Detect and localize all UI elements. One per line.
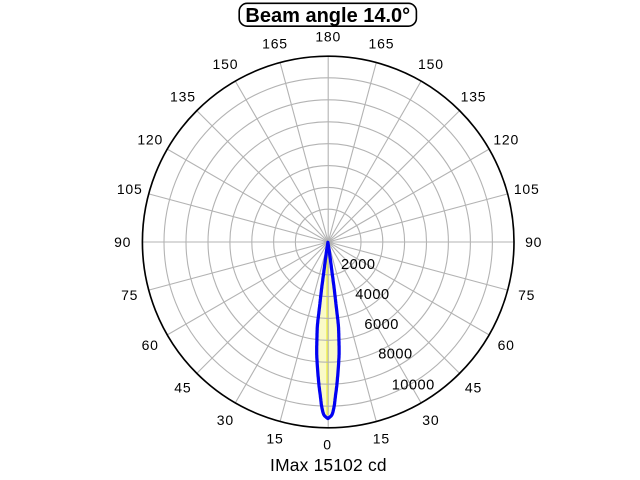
svg-text:105: 105 (117, 181, 143, 197)
svg-text:75: 75 (518, 287, 535, 303)
svg-text:150: 150 (418, 56, 444, 72)
svg-text:60: 60 (142, 337, 159, 353)
svg-text:90: 90 (114, 234, 131, 250)
svg-text:30: 30 (217, 412, 234, 428)
svg-text:135: 135 (170, 89, 196, 105)
svg-text:10000: 10000 (392, 377, 435, 393)
svg-text:4000: 4000 (355, 287, 389, 303)
svg-text:120: 120 (137, 131, 163, 147)
svg-text:15: 15 (373, 431, 390, 447)
svg-text:90: 90 (525, 234, 542, 250)
svg-text:165: 165 (369, 36, 395, 52)
svg-text:0: 0 (323, 437, 332, 453)
svg-text:135: 135 (461, 89, 487, 105)
svg-text:60: 60 (498, 337, 515, 353)
svg-text:150: 150 (213, 56, 239, 72)
svg-text:2000: 2000 (341, 257, 375, 273)
svg-text:120: 120 (493, 131, 519, 147)
svg-text:IMax 15102 cd: IMax 15102 cd (270, 455, 387, 475)
svg-text:105: 105 (514, 181, 540, 197)
svg-text:6000: 6000 (364, 317, 398, 333)
svg-text:30: 30 (422, 412, 439, 428)
svg-text:8000: 8000 (378, 347, 412, 363)
svg-text:75: 75 (121, 287, 138, 303)
svg-text:45: 45 (174, 379, 191, 395)
svg-text:Beam angle 14.0°: Beam angle 14.0° (245, 5, 410, 27)
svg-text:165: 165 (262, 36, 288, 52)
svg-text:45: 45 (465, 379, 482, 395)
svg-text:15: 15 (266, 431, 283, 447)
svg-text:180: 180 (315, 29, 341, 45)
